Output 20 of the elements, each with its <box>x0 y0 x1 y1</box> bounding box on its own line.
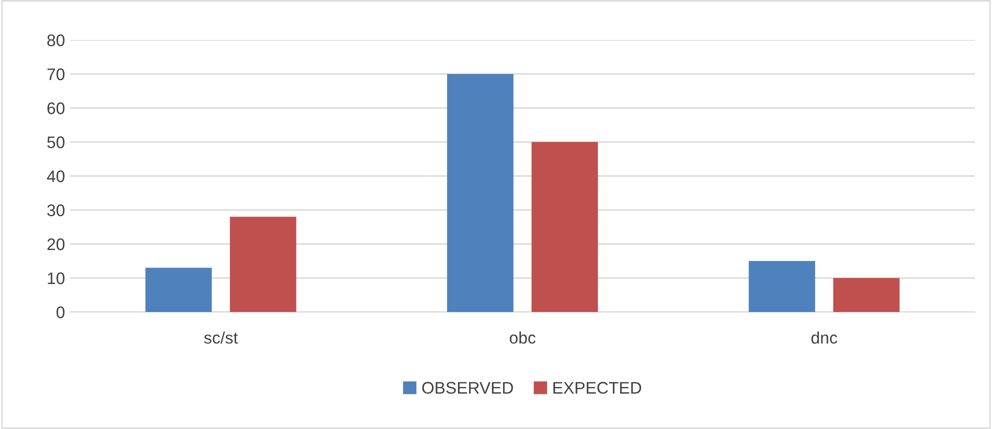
bar <box>833 278 900 312</box>
bar <box>532 142 598 312</box>
x-tick-label: dnc <box>811 331 838 344</box>
bar <box>748 261 816 312</box>
x-tick-label: sc/st <box>204 331 238 344</box>
y-tick-label: 0 <box>56 306 64 318</box>
y-tick-label: 10 <box>48 272 64 284</box>
y-tick-label: 80 <box>47 34 64 46</box>
legend-label: OBSERVED <box>422 382 513 394</box>
bar <box>145 268 212 312</box>
legend-label: EXPECTED <box>553 382 642 394</box>
bar <box>230 216 296 312</box>
x-tick-label: obc <box>510 331 536 344</box>
y-tick-label: 30 <box>47 204 64 216</box>
y-tick-label: 20 <box>47 238 64 250</box>
bar <box>447 74 514 312</box>
y-tick-label: 60 <box>47 102 64 114</box>
y-tick-label: 40 <box>46 170 64 182</box>
y-tick-label: 70 <box>47 68 64 80</box>
y-tick-label: 50 <box>47 136 64 148</box>
